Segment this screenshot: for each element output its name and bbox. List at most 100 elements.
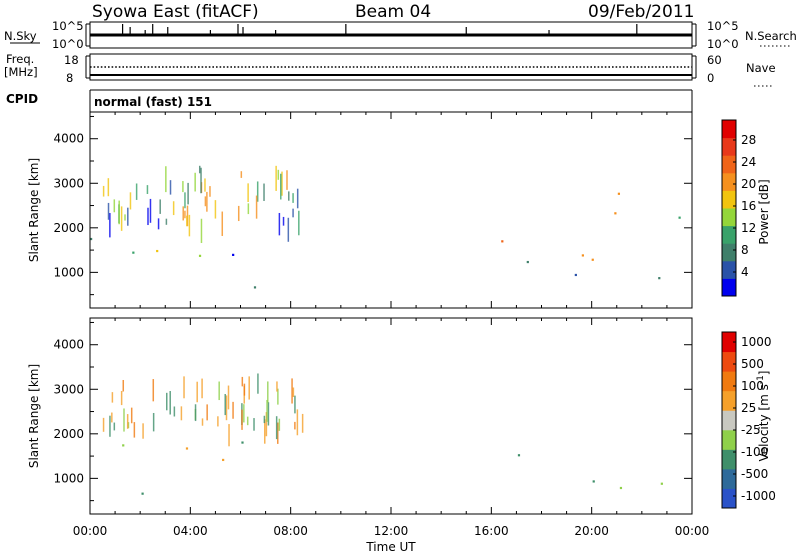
velocity-cells-streak [224,394,226,416]
velocity-cells-streak [241,376,244,387]
velocity-colorbar: 1000 500 100 25 -25 -100 -500 -1000 [721,331,776,509]
power-cells-streak [187,182,189,205]
velocity-cells-streak [263,415,266,424]
velocity-colorbar-frame [721,331,737,509]
freq-right-bracket [692,55,697,79]
power-cells-streak [165,218,168,225]
freq-top-tick: 18 [64,53,79,67]
velocity-cells-streak [227,385,230,410]
power-cells-streak [247,183,249,203]
velocity-cells-streak [142,423,144,439]
velocity-colorbar-bracket: ] [757,371,771,376]
power-colorbar-tick-label: 12 [741,221,756,235]
power-colorbar-swatch [722,260,736,279]
velocity-cells-cell [592,480,595,483]
power-cells-streak [186,215,188,227]
power-cells-cell [581,254,584,257]
power-colorbar-swatch [722,278,736,297]
power-cells-streak [278,212,281,236]
velocity-cells-streak [248,376,250,400]
power-colorbar-label: Power [dB] [757,179,771,244]
cpid-strip: CPID normal (fast) 151 [6,89,693,112]
velocity-ytick-label: 4000 [53,338,84,352]
power-cells-cell [501,240,504,243]
cpid-label: CPID [6,92,38,106]
time-tick-label: 12:00 [374,524,409,538]
velocity-colorbar-swatch [722,351,736,372]
nave-top-tick: 60 [707,53,722,67]
power-cells-streak [184,192,186,209]
velocity-cells-streak [201,418,204,426]
velocity-cells-streak [152,412,155,432]
power-cells-streak [282,216,285,226]
power-cells-streak [200,167,202,194]
power-colorbar-swatch [722,137,736,156]
power-cells-streak [184,210,186,219]
power-cells-streak [240,171,243,178]
power-cells-cell [614,212,617,215]
velocity-cells-streak [180,406,183,421]
velocity-cells-streak [217,416,219,427]
velocity-ylabel: Slant Range [km] [27,364,41,468]
velocity-cells-streak [120,391,123,406]
power-cells-streak [169,180,172,195]
velocity-colorbar-tick-label: -1000 [741,489,776,503]
velocity-cells-streak [276,381,278,392]
nsearch-top-tick: 10^5 [707,19,739,33]
nsky-strip: N.Sky 10^5 10^0 10^5 10^0 N.Search [4,19,797,51]
velocity-colorbar-tick-label: 100 [741,379,764,393]
velocity-scatter-cells [102,373,663,495]
nsky-bottom-tick: 10^0 [52,37,84,51]
power-cells-streak [200,218,203,244]
power-colorbar-tick-label: 16 [741,199,756,213]
power-cells-cell [90,237,93,241]
velocity-cells-streak [278,418,281,431]
power-cells-streak [159,199,161,214]
velocity-cells-streak [206,404,208,421]
velocity-colorbar-swatch [722,410,736,431]
time-tick-label: 00:00 [675,524,710,538]
power-cells-streak [198,165,201,174]
power-cells-streak [287,217,290,242]
power-ytick-label: 2000 [53,221,84,235]
power-cells-streak [118,200,120,225]
velocity-colorbar-label: Velocity [m s-1] [756,371,771,462]
velocity-cells-cell [185,447,189,450]
velocity-cells-streak [166,392,168,411]
nsky-spikes [122,24,638,35]
power-colorbar-swatch [722,172,736,191]
velocity-cells-streak [275,416,278,440]
power-cells-streak [204,196,207,207]
power-cells-streak [206,191,208,212]
velocity-cells-streak [267,381,269,403]
power-colorbar-tick-label: 24 [741,155,756,169]
power-cells-streak [209,186,211,197]
power-colorbar-swatch [722,208,736,227]
velocity-cells-streak [243,404,245,423]
velocity-colorbar-swatch [722,488,736,509]
velocity-colorbar-swatch [722,371,736,392]
velocity-panel: 1000 2000 3000 4000 Slant Range [km] 1000 50… [27,317,776,515]
power-scatter-cells [90,165,681,289]
power-cells-cell [591,258,594,261]
velocity-cells-streak [241,409,243,430]
velocity-cells-streak [277,388,279,405]
velocity-cells-streak [232,401,234,419]
power-cells-streak [281,171,283,196]
nave-label: Nave [746,61,776,75]
power-cells-streak [194,172,196,192]
velocity-colorbar-tick-label: 500 [741,357,764,371]
power-cells-streak [124,214,126,221]
power-colorbar-tick-label: 4 [741,265,749,279]
power-cells-cell [617,192,621,195]
power-colorbar: 4 8 12 16 20 24 28 [721,119,756,297]
velocity-cells-streak [253,418,255,431]
power-cells-streak [277,169,280,180]
nsearch-bottom-tick: 10^0 [707,37,739,51]
time-tick-label: 20:00 [574,524,609,538]
velocity-ytick-label: 3000 [53,382,84,396]
power-cells-streak [204,178,206,192]
velocity-cells-streak [113,422,116,431]
velocity-cells-streak [122,379,125,392]
power-cells-streak [182,181,184,193]
